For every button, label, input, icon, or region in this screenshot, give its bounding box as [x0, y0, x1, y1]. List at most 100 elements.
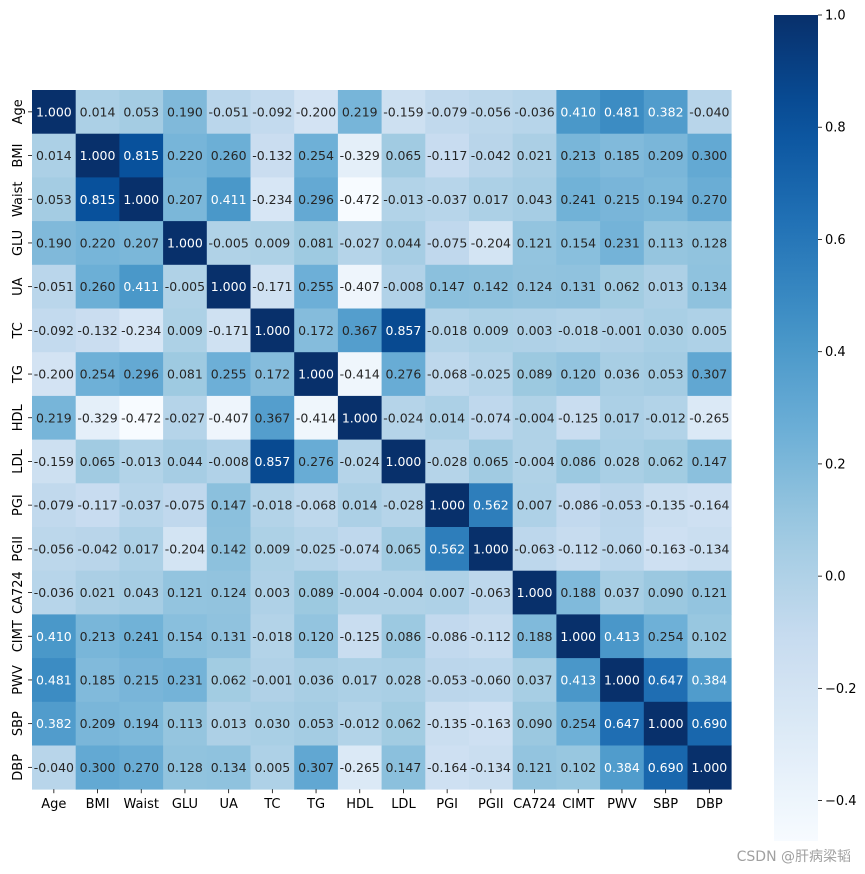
heatmap-cell	[294, 483, 339, 528]
heatmap-cell-value-label: 0.113	[648, 235, 684, 250]
heatmap-cell-value-label: 0.562	[473, 498, 509, 513]
heatmap-cell	[250, 221, 295, 266]
heatmap-cell	[206, 90, 251, 135]
heatmap-cell-value-label: -0.086	[558, 498, 598, 513]
heatmap-cell-value-label: 0.062	[648, 454, 684, 469]
heatmap-cell-value-label: 0.207	[167, 192, 203, 207]
heatmap-cell	[75, 745, 120, 790]
heatmap-cell	[294, 658, 339, 703]
heatmap-cell	[250, 133, 295, 178]
heatmap-cell	[600, 308, 645, 353]
heatmap-cell	[75, 701, 120, 746]
heatmap-cell-value-label: -0.013	[121, 454, 161, 469]
heatmap-cell	[687, 701, 732, 746]
heatmap-cell	[381, 264, 426, 309]
heatmap-cell-value-label: 0.220	[80, 235, 116, 250]
heatmap-cell	[250, 439, 295, 484]
heatmap-cell-value-label: 0.209	[80, 716, 116, 731]
heatmap-cell	[206, 439, 251, 484]
heatmap-cell	[337, 483, 382, 528]
heatmap-cell-value-label: 0.017	[604, 410, 640, 425]
heatmap-cell-value-label: 0.044	[386, 235, 422, 250]
heatmap-cell	[687, 308, 732, 353]
heatmap-cell	[163, 483, 208, 528]
heatmap-cell	[337, 133, 382, 178]
heatmap-cell-value-label: -0.056	[34, 541, 74, 556]
heatmap-cell	[163, 221, 208, 266]
heatmap-cell-value-label: 0.213	[80, 629, 116, 644]
heatmap-cell-value-label: 0.017	[473, 192, 509, 207]
heatmap-cell	[600, 658, 645, 703]
heatmap-cell-value-label: 0.089	[298, 585, 334, 600]
heatmap-cell	[32, 90, 77, 135]
heatmap-cell-value-label: -0.025	[296, 541, 336, 556]
heatmap-cell-value-label: 0.219	[342, 104, 378, 119]
heatmap-cell-value-label: 0.013	[648, 279, 684, 294]
heatmap-cell-value-label: -0.204	[471, 235, 511, 250]
heatmap-cell	[643, 395, 688, 440]
heatmap-cell-value-label: -0.132	[252, 148, 292, 163]
heatmap-cell-value-label: -0.329	[340, 148, 380, 163]
heatmap-cell-value-label: 0.815	[123, 148, 159, 163]
heatmap-cell-value-label: -0.414	[340, 367, 380, 382]
heatmap-cell	[206, 745, 251, 790]
x-axis-tick-label: HDL	[346, 797, 374, 812]
heatmap-cell	[381, 745, 426, 790]
heatmap-cell-value-label: 0.124	[517, 279, 553, 294]
heatmap-cell	[163, 658, 208, 703]
heatmap-cell-value-label: -0.042	[77, 541, 117, 556]
heatmap-cell	[206, 570, 251, 615]
heatmap-cell-value-label: 0.043	[517, 192, 553, 207]
heatmap-cell	[687, 264, 732, 309]
heatmap-cell-value-label: 1.000	[604, 672, 640, 687]
heatmap-cell-value-label: 0.128	[167, 760, 203, 775]
x-axis-tick-label: LDL	[391, 797, 416, 812]
heatmap-cell	[687, 133, 732, 178]
heatmap-cell-value-label: 0.857	[386, 323, 422, 338]
heatmap-cell	[512, 658, 557, 703]
heatmap-cell	[294, 701, 339, 746]
heatmap-cell-value-label: 0.254	[298, 148, 334, 163]
heatmap-cell-value-label: 0.215	[604, 192, 640, 207]
heatmap-cell	[643, 570, 688, 615]
heatmap-cell-value-label: 0.300	[80, 760, 116, 775]
heatmap-cell-value-label: -0.112	[558, 541, 598, 556]
heatmap-cell-value-label: -0.086	[427, 629, 467, 644]
heatmap-cell-value-label: 0.021	[80, 585, 116, 600]
heatmap-cell	[600, 701, 645, 746]
heatmap-cell	[294, 308, 339, 353]
heatmap-cell	[600, 614, 645, 659]
heatmap-cell	[381, 570, 426, 615]
heatmap-cell-value-label: -0.068	[296, 498, 336, 513]
heatmap-cell-value-label: 0.017	[123, 541, 159, 556]
heatmap-cell-value-label: 0.190	[167, 104, 203, 119]
heatmap-cell	[425, 221, 470, 266]
heatmap-cell-value-label: 1.000	[211, 279, 247, 294]
heatmap-cell-value-label: 0.120	[560, 367, 596, 382]
heatmap-cell-value-label: -0.004	[514, 454, 554, 469]
heatmap-cell	[75, 308, 120, 353]
heatmap-cell	[294, 177, 339, 222]
heatmap-cell-value-label: -0.037	[427, 192, 467, 207]
heatmap-cell-value-label: 0.086	[386, 629, 422, 644]
heatmap-cell	[163, 264, 208, 309]
heatmap-cell	[32, 527, 77, 572]
heatmap-cell-value-label: 0.121	[167, 585, 203, 600]
y-axis-tick-label: BMI	[11, 144, 26, 168]
heatmap-cell-value-label: 0.185	[80, 672, 116, 687]
heatmap-cell	[250, 527, 295, 572]
heatmap-cell	[337, 264, 382, 309]
heatmap-cell-value-label: 0.053	[648, 367, 684, 382]
heatmap-cell	[556, 527, 601, 572]
heatmap-cell-value-label: -0.171	[209, 323, 249, 338]
heatmap-cell-value-label: 0.009	[167, 323, 203, 338]
heatmap-cell-value-label: 0.296	[123, 367, 159, 382]
heatmap-cell-value-label: -0.329	[77, 410, 117, 425]
heatmap-cell-value-label: -0.163	[471, 716, 511, 731]
heatmap-cell	[381, 177, 426, 222]
heatmap-cell	[381, 527, 426, 572]
heatmap-cell	[512, 177, 557, 222]
heatmap-cell-value-label: -0.472	[340, 192, 380, 207]
heatmap-cell	[294, 614, 339, 659]
colorbar-tick-label: 0.2	[825, 457, 846, 472]
